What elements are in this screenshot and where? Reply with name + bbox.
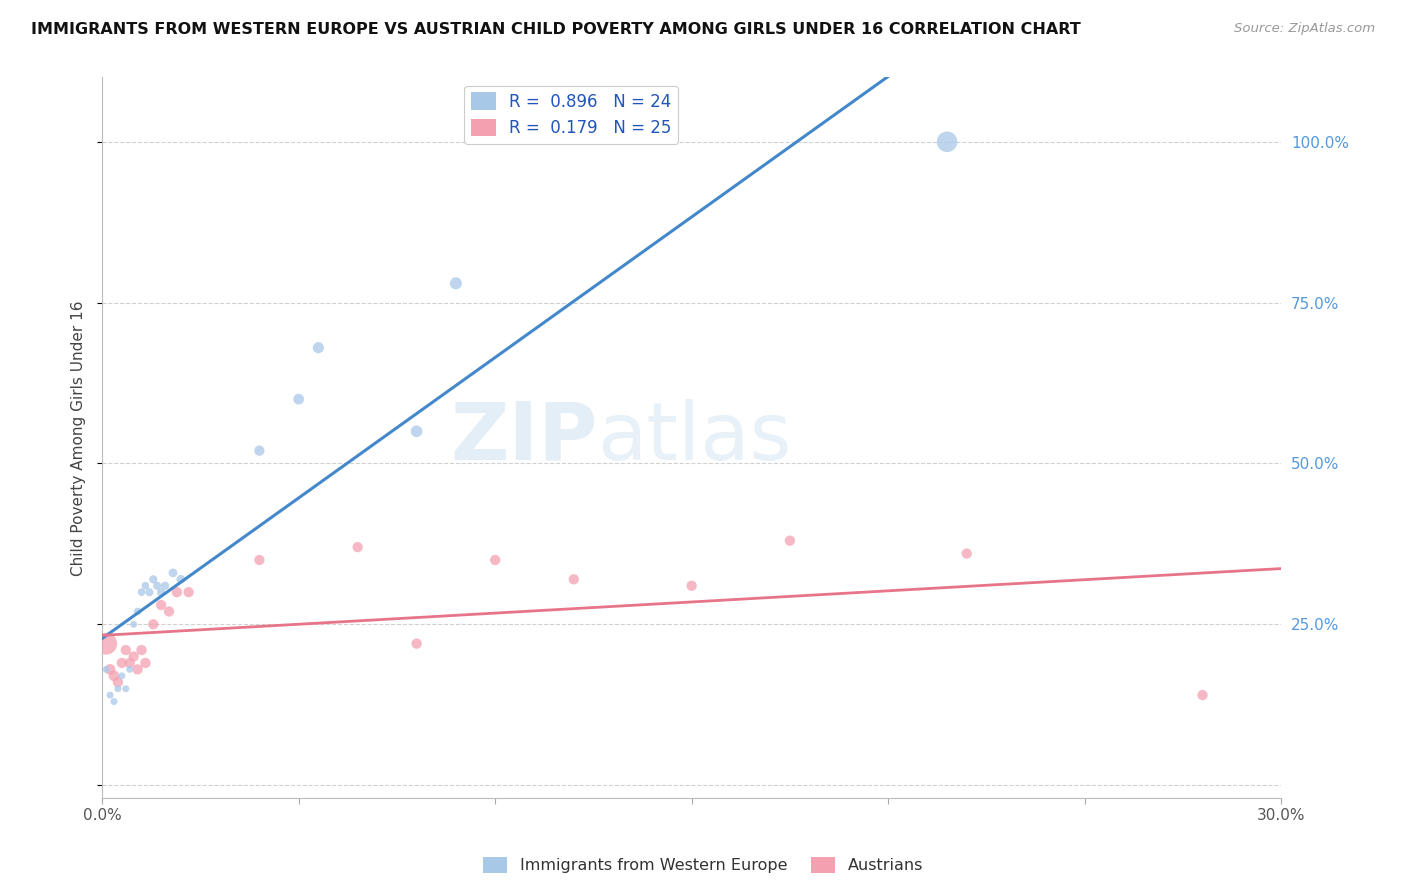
Point [405, 425, 427, 439]
Point [444, 277, 467, 291]
Point [142, 617, 165, 632]
Point [346, 540, 368, 554]
Point [287, 392, 309, 406]
Point [131, 585, 153, 599]
Point [153, 579, 176, 593]
Point [170, 572, 193, 586]
Point [142, 572, 165, 586]
Point [103, 694, 125, 708]
Legend: Immigrants from Western Europe, Austrians: Immigrants from Western Europe, Austrian… [477, 850, 929, 880]
Point [307, 341, 329, 355]
Point [107, 681, 129, 696]
Point [114, 643, 136, 657]
Point [94, 662, 117, 676]
Point [114, 681, 136, 696]
Point [247, 443, 270, 458]
Point [484, 553, 506, 567]
Point [177, 585, 200, 599]
Point [405, 637, 427, 651]
Point [98, 688, 121, 702]
Text: IMMIGRANTS FROM WESTERN EUROPE VS AUSTRIAN CHILD POVERTY AMONG GIRLS UNDER 16 CO: IMMIGRANTS FROM WESTERN EUROPE VS AUSTRI… [31, 22, 1081, 37]
Point [127, 662, 149, 676]
Point [107, 675, 129, 690]
Point [94, 637, 117, 651]
Point [681, 579, 703, 593]
Point [562, 572, 585, 586]
Point [150, 598, 173, 612]
Y-axis label: Child Poverty Among Girls Under 16: Child Poverty Among Girls Under 16 [72, 300, 86, 575]
Point [956, 547, 979, 561]
Point [98, 662, 121, 676]
Point [150, 585, 173, 599]
Text: ZIP: ZIP [450, 399, 598, 476]
Point [146, 579, 169, 593]
Text: atlas: atlas [598, 399, 792, 476]
Point [103, 669, 125, 683]
Point [1191, 688, 1213, 702]
Point [779, 533, 801, 548]
Point [111, 669, 134, 683]
Legend: R =  0.896   N = 24, R =  0.179   N = 25: R = 0.896 N = 24, R = 0.179 N = 25 [464, 86, 678, 144]
Point [122, 649, 145, 664]
Text: Source: ZipAtlas.com: Source: ZipAtlas.com [1234, 22, 1375, 36]
Point [134, 579, 156, 593]
Point [162, 566, 184, 580]
Point [131, 643, 153, 657]
Point [118, 656, 141, 670]
Point [157, 605, 180, 619]
Point [111, 656, 134, 670]
Point [118, 662, 141, 676]
Point [936, 135, 959, 149]
Point [122, 617, 145, 632]
Point [166, 585, 188, 599]
Point [138, 585, 160, 599]
Point [134, 656, 156, 670]
Point [247, 553, 270, 567]
Point [127, 605, 149, 619]
